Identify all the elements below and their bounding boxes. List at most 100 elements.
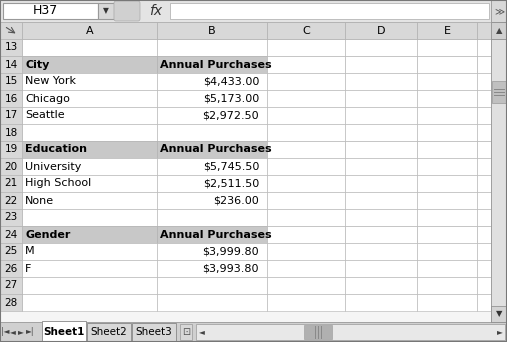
Bar [157, 141, 267, 158]
Bar [345, 192, 417, 209]
Bar [157, 107, 267, 124]
Bar [417, 141, 477, 158]
Bar [267, 141, 345, 158]
Bar [492, 81, 506, 103]
Bar [417, 243, 477, 260]
Bar [0, 56, 22, 73]
Bar [417, 90, 477, 107]
Bar [157, 226, 267, 243]
Text: A: A [86, 26, 93, 36]
Text: 24: 24 [5, 229, 18, 239]
Text: ►|: ►| [26, 328, 34, 337]
Bar [0, 277, 491, 294]
Bar [22, 73, 157, 90]
Text: F: F [25, 263, 31, 274]
Bar [345, 22, 417, 39]
Bar [345, 124, 417, 141]
Bar [345, 158, 417, 175]
Bar [267, 39, 345, 56]
Text: Annual Purchases: Annual Purchases [160, 60, 272, 69]
Bar [477, 226, 491, 243]
Text: 15: 15 [5, 77, 18, 87]
Bar [345, 107, 417, 124]
Bar [267, 124, 345, 141]
Bar [491, 0, 507, 22]
Bar [0, 73, 22, 90]
Bar [267, 226, 345, 243]
Bar [157, 277, 267, 294]
Bar [157, 22, 267, 39]
Bar [477, 209, 491, 226]
Bar [267, 158, 345, 175]
Bar [304, 325, 332, 339]
Bar [87, 323, 131, 341]
Bar [477, 56, 491, 73]
Bar [345, 294, 417, 311]
Text: ►: ► [497, 328, 503, 337]
Text: University: University [25, 161, 82, 171]
Bar [345, 277, 417, 294]
Text: 28: 28 [5, 298, 18, 307]
Bar [157, 294, 267, 311]
Text: fx: fx [150, 4, 163, 18]
Bar [0, 141, 491, 158]
Bar [417, 294, 477, 311]
Bar [417, 124, 477, 141]
Text: 21: 21 [5, 179, 18, 188]
Text: 26: 26 [5, 263, 18, 274]
Bar [417, 39, 477, 56]
Text: $2,972.50: $2,972.50 [202, 110, 259, 120]
Bar [22, 260, 157, 277]
Bar [0, 277, 22, 294]
Text: H37: H37 [33, 4, 58, 17]
Bar [157, 73, 267, 90]
Bar [345, 141, 417, 158]
Bar [267, 56, 345, 73]
Text: 20: 20 [5, 161, 18, 171]
Text: 14: 14 [5, 60, 18, 69]
Bar [0, 294, 491, 311]
Text: High School: High School [25, 179, 91, 188]
Text: $4,433.00: $4,433.00 [203, 77, 259, 87]
Bar [157, 158, 267, 175]
Text: Education: Education [25, 145, 87, 155]
Bar [0, 107, 491, 124]
Text: M: M [25, 247, 34, 256]
Bar [170, 3, 489, 19]
Bar [0, 226, 22, 243]
Bar [267, 260, 345, 277]
Bar [477, 277, 491, 294]
Bar [0, 226, 491, 243]
Bar [0, 90, 22, 107]
Bar [267, 209, 345, 226]
Bar [0, 260, 22, 277]
Bar [477, 175, 491, 192]
Text: Annual Purchases: Annual Purchases [160, 145, 272, 155]
Bar [345, 39, 417, 56]
Bar [477, 243, 491, 260]
Bar [267, 243, 345, 260]
Text: Annual Purchases: Annual Purchases [160, 229, 272, 239]
Bar [345, 209, 417, 226]
Text: ◄: ◄ [199, 328, 205, 337]
Text: $2,511.50: $2,511.50 [203, 179, 259, 188]
Text: ◄: ◄ [10, 328, 16, 337]
Bar [267, 90, 345, 107]
Bar [0, 124, 491, 141]
Text: B: B [208, 26, 216, 36]
Bar [417, 158, 477, 175]
Text: ≫: ≫ [494, 6, 504, 16]
Text: $3,993.80: $3,993.80 [202, 263, 259, 274]
Bar [491, 22, 507, 39]
Bar [42, 321, 86, 342]
Text: 13: 13 [5, 42, 18, 53]
Text: City: City [25, 60, 49, 69]
Bar [0, 158, 22, 175]
Bar [157, 39, 267, 56]
Bar [22, 277, 157, 294]
Text: 16: 16 [5, 93, 18, 104]
Bar [22, 39, 157, 56]
Text: ▲: ▲ [496, 26, 502, 35]
Bar [22, 56, 157, 73]
Bar [157, 124, 267, 141]
